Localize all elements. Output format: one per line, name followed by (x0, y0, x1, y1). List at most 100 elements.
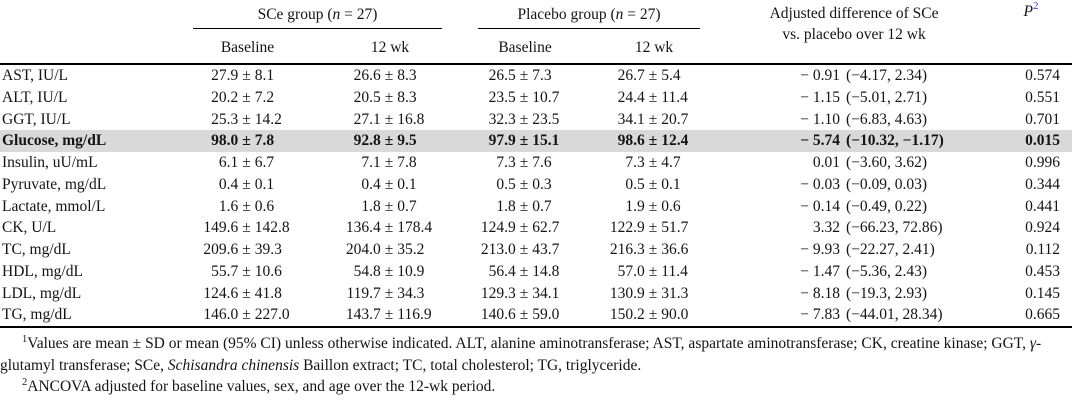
cell-adjusted-difference: − 7.83 (−44.01, 28.34) (718, 304, 991, 328)
sd-value: 36.6 (661, 241, 689, 258)
mean-value: 27.1 (353, 110, 381, 128)
cell-p-value: 0.112 (1025, 241, 1061, 258)
plus-minus-symbol: ± (242, 132, 251, 150)
cell-p-value: 0.015 (990, 130, 1072, 152)
mean-value: 216.3 (609, 241, 645, 258)
cell-placebo-12wk: 24.4 ±11.4 (590, 87, 718, 109)
mean-value: 23.5 (488, 88, 516, 106)
footnote-2-text: ANCOVA adjusted for baseline values, sex… (27, 378, 496, 395)
cell-placebo-baseline: 32.3 ±23.5 (460, 109, 590, 131)
sd-value: 7.6 (532, 154, 552, 171)
mean-value: 20.2 (211, 88, 239, 106)
gamma-symbol: γ (1029, 335, 1036, 352)
sd-value: 39.3 (254, 241, 282, 258)
mean-value: 149.6 (203, 219, 239, 237)
cell-sce-12wk: 92.8 ±9.5 (320, 130, 461, 152)
confidence-interval: (−5.36, 2.43) (846, 262, 928, 280)
sd-value: 59.0 (532, 306, 560, 324)
mean-value: 119.7 (346, 284, 381, 302)
footnote-2-marker: 2 (22, 376, 28, 388)
mean-value: 0.5 (625, 175, 645, 193)
sd-value: 43.7 (532, 241, 560, 258)
plus-minus-symbol: ± (242, 197, 251, 215)
row-label: HDL, mg/dL (2, 262, 83, 280)
estimate-value: − 1.10 (800, 110, 841, 128)
mean-value: 7.3 (496, 154, 516, 171)
mean-value: 1.9 (625, 197, 645, 215)
cell-placebo-12wk: 57.0 ±11.4 (590, 261, 718, 283)
mean-value: 98.6 (617, 132, 645, 150)
confidence-interval: (−66.23, 72.86) (846, 219, 943, 237)
row-label: GGT, IU/L (2, 110, 71, 128)
cell-placebo-12wk: 150.2 ±90.0 (590, 304, 719, 328)
table-row: Pyruvate, mg/dL 0.4 ±0.1 0.4 ±0.1 0.5 ±0.3 … (0, 174, 1072, 196)
mean-value: 124.6 (203, 284, 239, 302)
plus-minus-symbol: ± (242, 154, 251, 171)
sd-value: 34.3 (397, 284, 425, 302)
cell-adjusted-difference: − 0.03 (−0.09, 0.03) (718, 174, 990, 196)
table-row: GGT, IU/L 25.3 ±14.2 27.1 ±16.8 32.3 ±23.5 … (0, 109, 1072, 131)
sce-group-header: SCe group (n = 27) (175, 0, 460, 33)
cell-sce-12wk: 27.1 ±16.8 (320, 109, 460, 131)
cell-placebo-12wk: 216.3 ±36.6 (590, 239, 718, 261)
mean-value: 26.5 (488, 67, 516, 84)
plus-minus-symbol: ± (242, 284, 251, 302)
mean-value: 1.8 (361, 197, 381, 215)
mean-value: 0.5 (496, 175, 516, 193)
row-label: Glucose, mg/dL (0, 130, 175, 152)
plus-minus-symbol: ± (519, 67, 529, 84)
cell-sce-baseline: 124.6 ±41.8 (175, 283, 320, 305)
sd-value: 0.7 (397, 197, 417, 215)
sd-value: 5.4 (661, 67, 681, 84)
plus-minus-symbol: ± (384, 154, 394, 171)
results-table: SCe group (n = 27) Placebo group (n = 27… (0, 0, 1072, 328)
cell-sce-baseline: 27.9 ±8.1 (175, 64, 320, 87)
mean-value: 25.3 (211, 110, 239, 128)
cell-p-value: 0.145 (1025, 284, 1061, 302)
cell-sce-12wk: 26.6 ±8.3 (320, 64, 460, 87)
cell-placebo-12wk: 7.3 ±4.7 (590, 152, 718, 174)
footnote-ref-2-link[interactable]: 2 (1033, 0, 1039, 12)
mean-value: 129.3 (480, 284, 516, 302)
cell-placebo-baseline: 97.9 ±15.1 (460, 130, 591, 152)
plus-minus-symbol: ± (648, 67, 658, 84)
estimate-value: − 8.18 (800, 284, 841, 302)
mean-value: 143.7 (345, 306, 381, 324)
cell-sce-baseline: 209.6 ±39.3 (175, 239, 320, 261)
mean-value: 26.7 (617, 67, 645, 84)
plus-minus-symbol: ± (384, 132, 394, 150)
cell-placebo-baseline: 213.0 ±43.7 (460, 239, 590, 261)
cell-placebo-baseline: 26.5 ±7.3 (460, 64, 590, 87)
cell-p-value: 0.441 (1025, 197, 1061, 215)
row-label: TC, mg/dL (2, 241, 71, 258)
sd-value: 34.1 (532, 284, 560, 302)
table-row: TC, mg/dL 209.6 ±39.3 204.0 ±35.2 213.0 ±43… (0, 239, 1072, 261)
estimate-value: − 1.15 (800, 88, 841, 106)
cell-sce-baseline: 1.6 ±0.6 (175, 196, 320, 218)
sd-value: 8.3 (397, 88, 417, 106)
cell-placebo-12wk: 26.7 ±5.4 (590, 64, 718, 87)
mean-value: 0.4 (361, 175, 381, 193)
mean-value: 204.0 (345, 241, 381, 258)
estimate-value: − 1.47 (800, 262, 841, 280)
sd-value: 7.2 (254, 88, 275, 106)
mean-value: 6.1 (218, 154, 239, 171)
sd-value: 15.1 (532, 132, 560, 150)
plus-minus-symbol: ± (519, 241, 529, 258)
confidence-interval: (−22.27, 2.41) (846, 241, 935, 258)
sd-value: 227.0 (254, 306, 290, 324)
sd-value: 7.8 (397, 154, 417, 171)
cell-placebo-baseline: 124.9 ±62.7 (460, 217, 590, 239)
sd-value: 4.7 (661, 154, 681, 171)
plus-minus-symbol: ± (648, 197, 658, 215)
estimate-value: 3.32 (812, 219, 841, 237)
plus-minus-symbol: ± (519, 219, 529, 237)
row-label: LDL, mg/dL (2, 284, 82, 302)
sd-value: 6.7 (254, 154, 275, 171)
cell-placebo-baseline: 1.8 ±0.7 (460, 196, 590, 218)
sd-value: 35.2 (397, 241, 425, 258)
species-name: Schisandra chinensis (167, 356, 300, 374)
plus-minus-symbol: ± (519, 132, 529, 150)
cell-adjusted-difference: − 0.91 (−4.17, 2.34) (718, 64, 990, 87)
placebo-baseline-subheader: Baseline (460, 33, 591, 65)
